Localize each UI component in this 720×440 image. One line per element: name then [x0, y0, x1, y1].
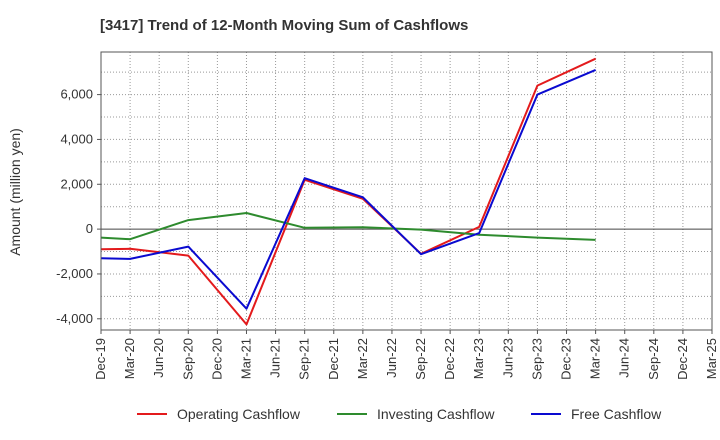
series-line-free-cashflow [100, 68, 596, 310]
y-tick-label: -2,000 [56, 266, 93, 281]
x-tick-label: Mar-24 [588, 338, 603, 379]
x-tick-label: Dec-20 [209, 338, 224, 380]
x-tick-label: Sep-23 [529, 338, 544, 380]
legend-label: Free Cashflow [571, 406, 662, 422]
x-tick-label: Sep-20 [180, 338, 195, 380]
x-tick-label: Jun-23 [500, 338, 515, 378]
series-line-investing-cashflow [100, 212, 596, 241]
x-tick-label: Mar-25 [704, 338, 719, 379]
legend-label: Operating Cashflow [177, 406, 301, 422]
x-tick-label: Dec-21 [326, 338, 341, 380]
x-tick-label: Jun-21 [268, 338, 283, 378]
x-tick-label: Jun-22 [384, 338, 399, 378]
x-tick-labels: Dec-19 Mar-20 Jun-20 Sep-20 Dec-20 Mar-21 Jun-… [93, 330, 719, 380]
grid [100, 52, 713, 330]
x-tick-label: Sep-24 [646, 338, 661, 380]
x-tick-label: Mar-23 [471, 338, 486, 379]
y-tick-label: 4,000 [60, 131, 93, 146]
x-tick-label: Jun-20 [151, 338, 166, 378]
x-tick-label: Mar-21 [238, 338, 253, 379]
y-tick-label: 6,000 [60, 87, 93, 102]
y-tick-label: -4,000 [56, 311, 93, 326]
legend: Operating Cashflow Investing Cashflow Free… [137, 406, 662, 422]
series-lines [100, 57, 597, 326]
x-tick-label: Dec-24 [675, 338, 690, 380]
y-tick-label: 0 [86, 221, 93, 236]
legend-label: Investing Cashflow [377, 406, 495, 422]
x-tick-label: Dec-22 [442, 338, 457, 380]
x-tick-label: Sep-22 [413, 338, 428, 380]
y-tick-labels: -4,000 -2,000 0 2,000 4,000 6,000 [56, 87, 101, 326]
x-tick-label: Mar-20 [122, 338, 137, 379]
x-tick-label: Sep-21 [297, 338, 312, 380]
chart-title: [3417] Trend of 12-Month Moving Sum of C… [100, 17, 468, 34]
x-tick-label: Dec-23 [559, 338, 574, 380]
y-tick-label: 2,000 [60, 176, 93, 191]
x-tick-label: Mar-22 [355, 338, 370, 379]
x-tick-label: Dec-19 [93, 338, 108, 380]
plot-frame [100, 51, 713, 331]
y-axis-label: Amount (million yen) [7, 128, 23, 256]
x-tick-label: Jun-24 [617, 338, 632, 378]
